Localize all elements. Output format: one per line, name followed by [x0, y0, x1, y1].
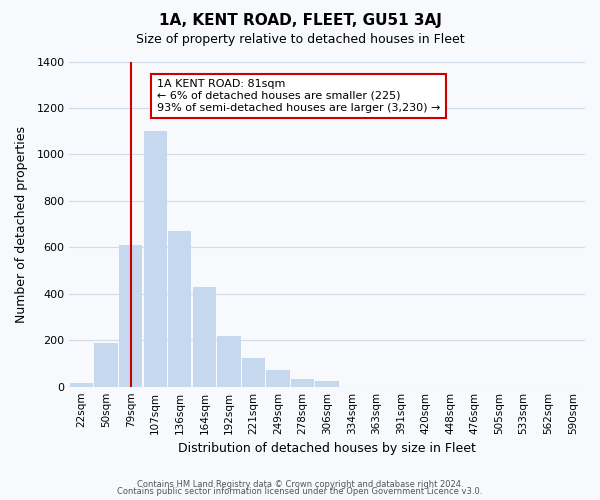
Bar: [168, 231, 191, 386]
Bar: [291, 378, 314, 386]
Text: Size of property relative to detached houses in Fleet: Size of property relative to detached ho…: [136, 32, 464, 46]
Text: Contains public sector information licensed under the Open Government Licence v3: Contains public sector information licen…: [118, 487, 482, 496]
Bar: [70, 383, 93, 386]
Text: 1A, KENT ROAD, FLEET, GU51 3AJ: 1A, KENT ROAD, FLEET, GU51 3AJ: [158, 12, 442, 28]
Y-axis label: Number of detached properties: Number of detached properties: [15, 126, 28, 322]
Bar: [193, 287, 216, 386]
Bar: [266, 370, 290, 386]
Bar: [217, 336, 241, 386]
Bar: [143, 131, 167, 386]
Text: 1A KENT ROAD: 81sqm
← 6% of detached houses are smaller (225)
93% of semi-detach: 1A KENT ROAD: 81sqm ← 6% of detached hou…: [157, 80, 440, 112]
Bar: [94, 342, 118, 386]
Text: Contains HM Land Registry data © Crown copyright and database right 2024.: Contains HM Land Registry data © Crown c…: [137, 480, 463, 489]
Bar: [316, 381, 339, 386]
Bar: [119, 245, 142, 386]
Bar: [242, 358, 265, 386]
X-axis label: Distribution of detached houses by size in Fleet: Distribution of detached houses by size …: [178, 442, 476, 455]
